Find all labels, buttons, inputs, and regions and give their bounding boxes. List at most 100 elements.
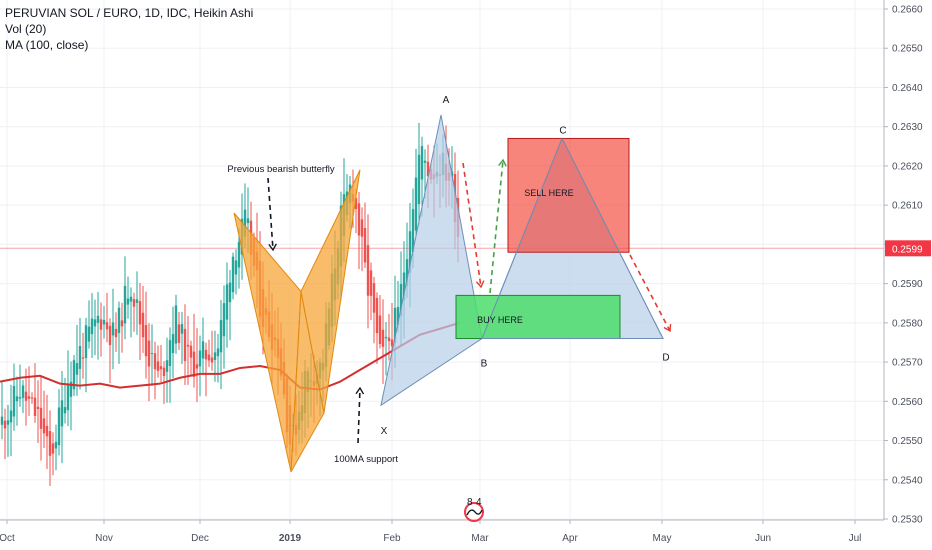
candle-body (213, 352, 217, 361)
candle-body (126, 298, 130, 305)
candle-body (135, 299, 139, 303)
candlestick-series (0, 122, 460, 486)
candle-body (162, 367, 166, 377)
candle-body (72, 360, 76, 390)
sell-zone (507, 137, 630, 253)
candle-body (417, 154, 421, 205)
candle-body (393, 307, 397, 343)
butterfly-pointer-arrow (267, 177, 274, 251)
projection-down-arrow-1 (462, 162, 482, 288)
ma-support-label: 100MA support (334, 454, 398, 465)
candle-body (177, 324, 181, 343)
candle-body (381, 329, 385, 347)
prev-butterfly-leg-3 (300, 169, 361, 414)
candle-body (114, 328, 118, 338)
candle-body (384, 336, 388, 339)
projection-up-arrow-head (498, 158, 507, 167)
candle-body (372, 283, 376, 313)
candle-body (33, 397, 37, 416)
candle-body (396, 307, 400, 326)
candle-body (12, 385, 16, 417)
candle-body (51, 443, 55, 454)
prev-butterfly-leg-1 (233, 212, 302, 473)
candle-body (156, 361, 160, 371)
candle-body (246, 218, 250, 224)
candle-body (399, 284, 403, 317)
symbol-title[interactable]: PERUVIAN SOL / EURO, 1D, IDC, Heikin Ash… (5, 6, 254, 20)
candle-body (231, 256, 235, 293)
candle-body (93, 319, 97, 327)
y-tick-label: 0.2660 (892, 5, 923, 16)
candle-body (378, 315, 382, 344)
candle-body (57, 407, 61, 446)
candle-body (69, 381, 73, 397)
candle-body (27, 396, 31, 399)
x-tick-label: Jun (755, 533, 771, 544)
candle-body (192, 351, 196, 377)
candle-body (219, 320, 223, 353)
y-tick-label: 0.2530 (892, 515, 923, 526)
candle-body (225, 284, 229, 320)
candle-body (96, 315, 100, 323)
candle-body (387, 337, 391, 342)
candle-body (408, 231, 412, 273)
candle-body (237, 241, 241, 268)
x-tick-label: Apr (562, 533, 578, 544)
candle-body (195, 364, 199, 369)
candle-body (78, 346, 82, 369)
projection-up-arrow (489, 159, 504, 294)
y-tick-label: 0.2540 (892, 475, 923, 486)
candle-body (354, 197, 358, 209)
candle-body (129, 296, 133, 302)
candle-body (207, 354, 211, 361)
x-tick-label: Jul (849, 533, 862, 544)
candle-body (420, 146, 424, 180)
y-tick-label: 0.2560 (892, 397, 923, 408)
candle-body (402, 272, 406, 301)
candle-body (21, 385, 25, 398)
candle-body (30, 397, 34, 399)
point-a-label: A (443, 95, 450, 106)
candle-body (15, 396, 19, 402)
candle-body (150, 353, 154, 355)
y-tick-label: 0.2640 (892, 83, 923, 94)
ma-100-series (0, 321, 461, 391)
point-x-label: X (381, 426, 388, 437)
candle-body (87, 326, 91, 342)
chart-legend: PERUVIAN SOL / EURO, 1D, IDC, Heikin Ash… (5, 5, 253, 53)
candle-body (105, 322, 109, 330)
volume-indicator-label[interactable]: Vol (20) (5, 22, 47, 36)
candle-body (144, 324, 148, 357)
sell-here-label: SELL HERE (524, 188, 573, 198)
candle-body (366, 245, 370, 296)
candle-body (138, 301, 142, 325)
candle-body (216, 348, 220, 357)
candle-body (243, 209, 247, 237)
candle-body (171, 334, 175, 354)
candle-body (147, 340, 151, 367)
y-tick-label: 0.2620 (892, 161, 923, 172)
candle-body (210, 357, 214, 363)
y-tick-label: 0.2590 (892, 279, 923, 290)
tradingview-logo-icon[interactable]: 8 4 (461, 497, 487, 522)
candle-body (0, 416, 4, 425)
candle-body (363, 228, 367, 263)
candle-body (9, 410, 13, 423)
last-price-tag-label: 0.2599 (892, 244, 923, 255)
ma-indicator-label[interactable]: MA (100, close) (5, 38, 89, 52)
candle-body (414, 177, 418, 231)
candle-body (360, 219, 364, 237)
candle-body (423, 160, 427, 163)
x-tick-label: Dec (191, 533, 209, 544)
candle-body (222, 303, 226, 337)
candle-body (153, 353, 157, 370)
candle-body (201, 341, 205, 359)
x-tick-label: May (653, 533, 672, 544)
logo-count-b: 4 (476, 497, 482, 508)
butterfly-pointer-arrow-head (268, 243, 277, 252)
candle-body (180, 324, 184, 334)
y-tick-label: 0.2630 (892, 122, 923, 133)
candle-body (168, 340, 172, 367)
candle-body (198, 350, 202, 367)
